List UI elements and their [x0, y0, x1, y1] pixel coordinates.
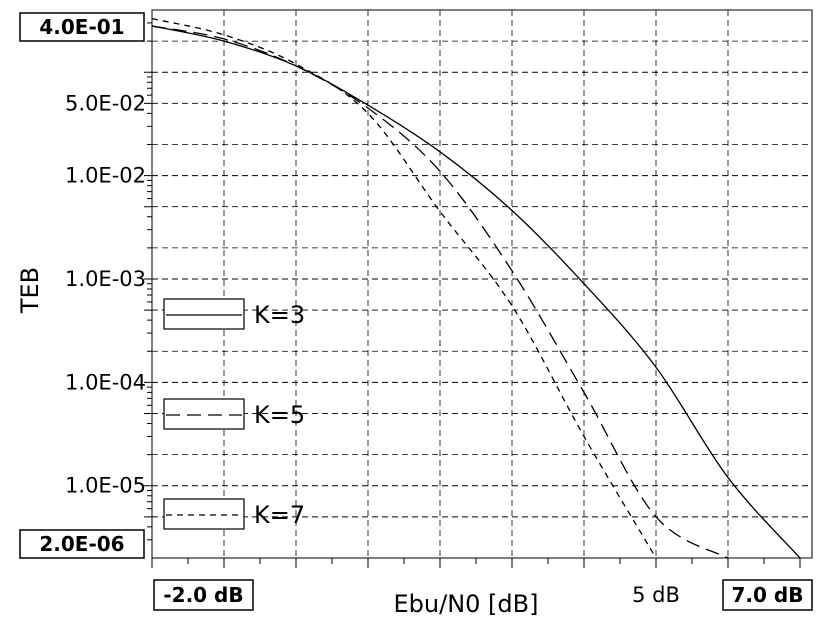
legend-swatch-box — [163, 398, 245, 430]
plot-frame — [151, 9, 813, 559]
y-tick-labels: 5.0E-02 1.0E-02 1.0E-03 1.0E-04 1.0E-05 — [65, 91, 146, 497]
y-min-label-box — [19, 529, 145, 559]
grid — [152, 10, 812, 558]
y-max-label-text: 4.0E-01 — [39, 15, 124, 39]
y-tick-label: 1.0E-04 — [65, 370, 146, 394]
y-max-label: 4.0E-01 — [19, 12, 145, 42]
y-tick-label: 1.0E-03 — [65, 267, 146, 291]
legend-item: K=5 — [163, 398, 305, 430]
series-line-k-7 — [151, 18, 657, 559]
y-min-label: 2.0E-06 — [19, 529, 145, 559]
x-axis-label: Ebu/N0 [dB] — [394, 590, 539, 618]
y-tick-label: 1.0E-05 — [65, 474, 146, 498]
series-line-k-5 — [151, 25, 729, 559]
x-min-label-box — [153, 579, 254, 611]
x-max-label: 7.0 dB — [722, 579, 813, 611]
legend-label: K=3 — [254, 301, 305, 329]
x-max-label-text: 7.0 dB — [732, 583, 804, 607]
legend-label: K=7 — [254, 501, 305, 529]
tick-marks — [144, 22, 801, 568]
x-tick-labels: 5 dB — [632, 583, 680, 607]
x-min-label: -2.0 dB — [153, 579, 254, 611]
legend-swatch-box — [163, 498, 245, 530]
y-max-label-box — [19, 12, 145, 42]
x-min-label-text: -2.0 dB — [163, 583, 243, 607]
y-tick-label: 1.0E-02 — [65, 164, 146, 188]
series-line-k-3 — [151, 25, 801, 559]
y-axis-label: TEB — [16, 267, 44, 314]
x-max-label-box — [722, 579, 813, 611]
series-lines — [151, 18, 801, 559]
legend-swatch-box — [163, 298, 245, 330]
x-tick-label: 5 dB — [632, 583, 680, 607]
legend-label: K=5 — [254, 401, 305, 429]
y-tick-label: 5.0E-02 — [65, 91, 146, 115]
legend: K=3 K=5 K=7 — [163, 298, 305, 530]
y-min-label-text: 2.0E-06 — [39, 532, 124, 556]
legend-item: K=7 — [163, 498, 305, 530]
legend-item: K=3 — [163, 298, 305, 330]
